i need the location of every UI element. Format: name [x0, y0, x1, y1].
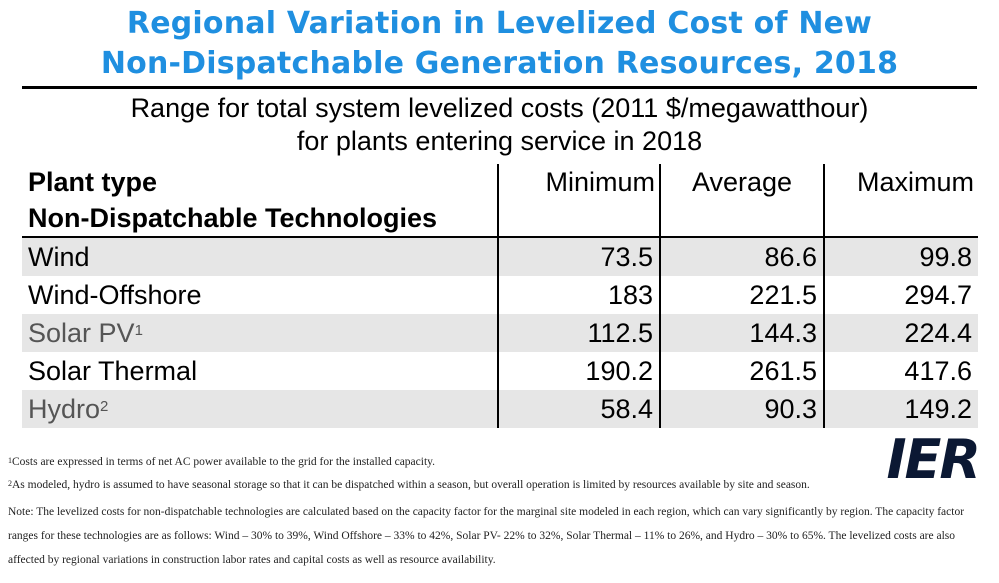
page-title: Regional Variation in Levelized Cost of …: [0, 4, 999, 84]
row-minimum: 58.4: [497, 390, 660, 428]
subtitle-line-2: for plants entering service in 2018: [296, 126, 703, 156]
row-maximum: 417.6: [823, 352, 978, 390]
footnote-2-text: As modeled, hydro is assumed to have sea…: [12, 479, 810, 491]
ier-logo: IER: [886, 428, 981, 491]
row-minimum: 190.2: [497, 352, 660, 390]
footnote-note: Note: The levelized costs for non-dispat…: [8, 506, 965, 566]
footnote-1: 1Costs are expressed in terms of net AC …: [8, 452, 993, 472]
table-subtitle: Range for total system levelized costs (…: [0, 92, 999, 158]
footnote-marker: 2: [100, 398, 109, 415]
row-name-text: Wind-Offshore: [28, 280, 202, 310]
header-plant-type: Plant type Non-Dispatchable Technologies: [22, 164, 498, 238]
table-row: Hydro2 58.4 90.3 149.2: [22, 390, 978, 428]
header-average: Average: [659, 164, 824, 238]
table-row: Wind-Offshore 183 221.5 294.7: [22, 276, 978, 314]
cost-table: Plant type Non-Dispatchable Technologies…: [22, 164, 978, 428]
footnote-2: 2As modeled, hydro is assumed to have se…: [8, 475, 993, 495]
row-average: 86.6: [659, 237, 824, 276]
footnote-2-mark: 2: [8, 479, 12, 488]
title-line-1: Regional Variation in Levelized Cost of …: [126, 6, 873, 41]
table-row: Solar PV1 112.5 144.3 224.4: [22, 314, 978, 352]
row-name-text: Solar PV: [28, 318, 135, 348]
header-plant-type-label: Plant type: [28, 167, 158, 197]
row-minimum: 112.5: [497, 314, 660, 352]
subtitle-line-1: Range for total system levelized costs (…: [130, 93, 869, 123]
footnote-1-mark: 1: [8, 456, 12, 465]
row-maximum: 294.7: [823, 276, 978, 314]
row-name: Solar Thermal: [22, 352, 498, 390]
header-maximum: Maximum: [823, 164, 978, 238]
footnote-1-text: Costs are expressed in terms of net AC p…: [12, 456, 436, 468]
row-average: 90.3: [659, 390, 824, 428]
row-name: Hydro2: [22, 390, 498, 428]
table-header-row: Plant type Non-Dispatchable Technologies…: [22, 164, 978, 238]
row-name: Wind: [22, 237, 498, 276]
title-line-2: Non-Dispatchable Generation Resources, 2…: [100, 46, 899, 81]
row-maximum: 224.4: [823, 314, 978, 352]
header-group-label: Non-Dispatchable Technologies: [28, 203, 438, 233]
row-name-text: Wind: [28, 242, 90, 272]
row-average: 144.3: [659, 314, 824, 352]
table-row: Wind 73.5 86.6 99.8: [22, 237, 978, 276]
row-maximum: 99.8: [823, 237, 978, 276]
row-average: 261.5: [659, 352, 824, 390]
row-name-text: Solar Thermal: [28, 356, 198, 386]
row-name: Wind-Offshore: [22, 276, 498, 314]
row-minimum: 183: [497, 276, 660, 314]
footnotes: 1Costs are expressed in terms of net AC …: [8, 452, 993, 572]
row-name: Solar PV1: [22, 314, 498, 352]
footnote-marker: 1: [134, 322, 143, 339]
row-name-text: Hydro: [28, 394, 101, 424]
row-maximum: 149.2: [823, 390, 978, 428]
title-divider: [22, 86, 977, 89]
table-row: Solar Thermal 190.2 261.5 417.6: [22, 352, 978, 390]
header-minimum: Minimum: [497, 164, 660, 238]
row-average: 221.5: [659, 276, 824, 314]
row-minimum: 73.5: [497, 237, 660, 276]
